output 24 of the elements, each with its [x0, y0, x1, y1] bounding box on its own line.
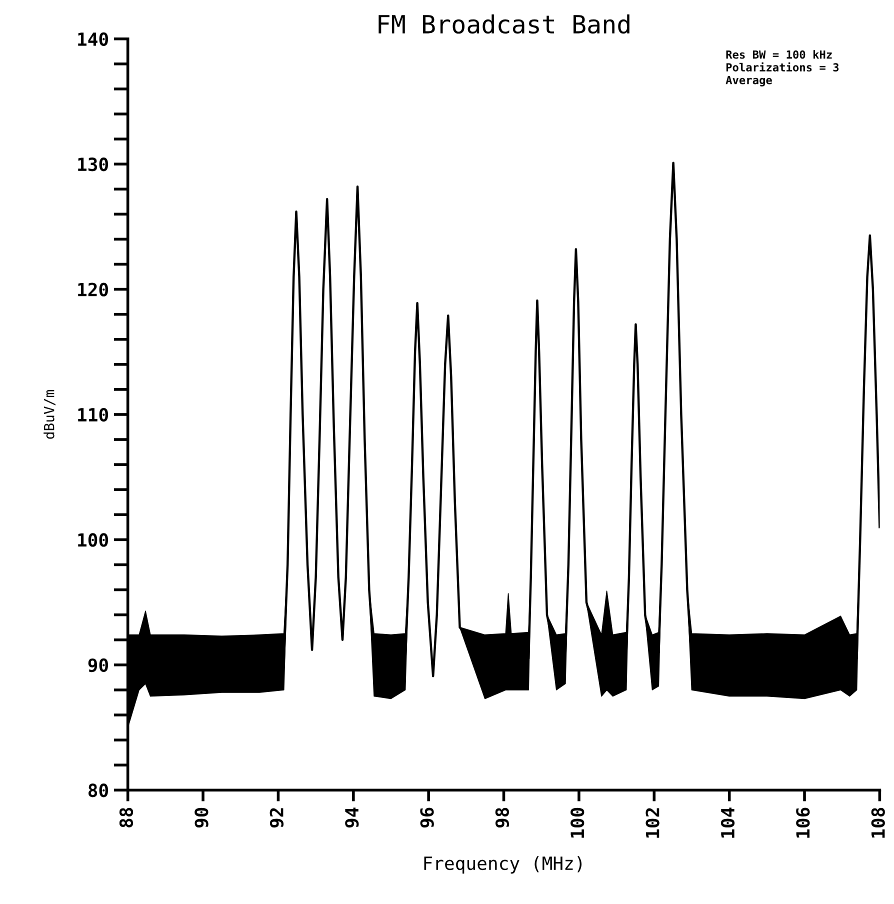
annotation: Average	[726, 76, 772, 86]
y-tick-label: 130	[78, 158, 108, 172]
x-tick-label: 102	[646, 808, 660, 838]
y-axis-title: dBuV/m	[44, 390, 56, 439]
x-tick-label: 96	[420, 808, 434, 828]
x-tick-label: 90	[194, 808, 208, 828]
x-tick-label: 98	[495, 808, 510, 828]
x-axis-title: Frequency (MHz)	[424, 856, 582, 874]
x-tick-label: 100	[570, 808, 584, 838]
x-tick-label: 94	[345, 808, 359, 828]
annotation: Polarizations = 3	[726, 62, 839, 72]
y-tick-label: 110	[78, 408, 108, 422]
x-tick-label: 108	[871, 808, 885, 838]
x-tick-label: 106	[796, 808, 810, 838]
y-tick-label: 100	[78, 533, 108, 547]
annotation: Res BW = 100 kHz	[726, 50, 832, 59]
y-tick-label: 90	[88, 658, 108, 672]
y-tick-label: 140	[78, 32, 108, 46]
x-tick-label: 88	[119, 808, 134, 828]
x-tick-label: 92	[270, 808, 284, 828]
chart-title: FM Broadcast Band	[378, 14, 630, 34]
y-tick-label: 80	[88, 784, 108, 798]
x-tick-label: 104	[720, 808, 735, 838]
y-tick-label: 120	[78, 282, 108, 296]
